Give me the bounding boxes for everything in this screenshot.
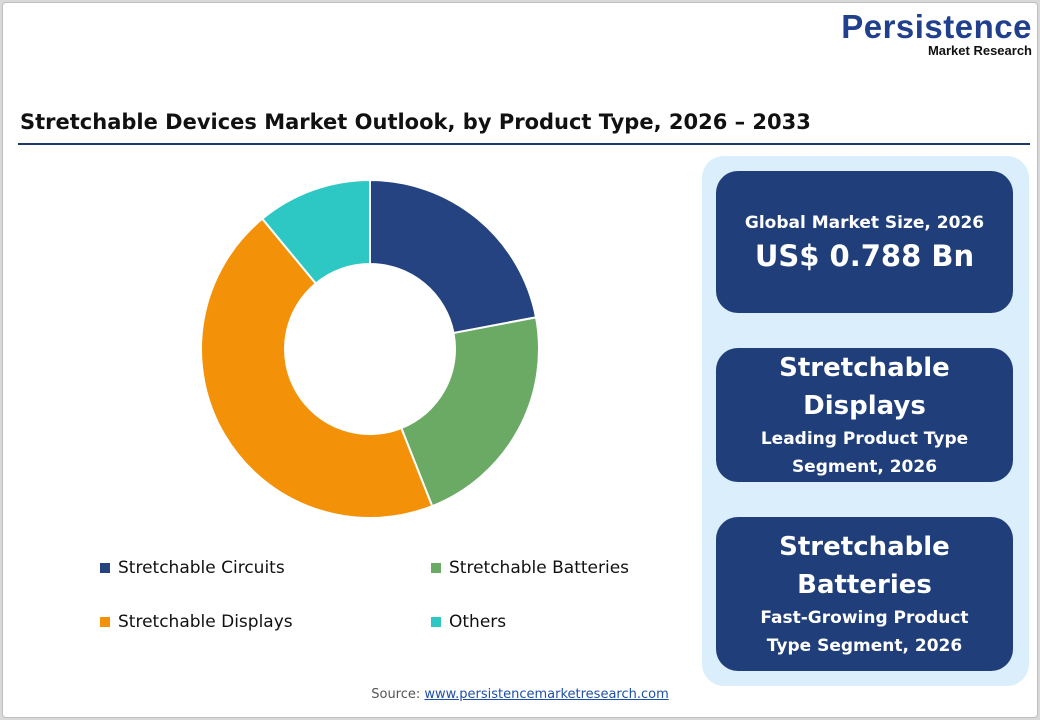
leading-segment-box: Stretchable Displays Leading Product Typ… — [716, 348, 1013, 482]
legend-item-displays: Stretchable Displays — [100, 612, 293, 632]
legend-item-batteries: Stretchable Batteries — [431, 558, 629, 578]
title-divider — [18, 143, 1030, 145]
market-size-value: US$ 0.788 Bn — [754, 239, 975, 273]
legend-swatch — [431, 563, 441, 573]
legend-item-others: Others — [431, 612, 506, 632]
donut-slice-stretchable-batteries — [399, 316, 540, 508]
logo-main-text: Persistence — [841, 8, 1032, 45]
legend-label: Stretchable Batteries — [449, 558, 630, 578]
donut-slice-others — [260, 178, 371, 285]
market-size-label: Global Market Size, 2026 — [744, 213, 985, 233]
source-link[interactable]: www.persistencemarketresearch.com — [424, 687, 669, 702]
legend-label: Others — [449, 612, 507, 632]
source-note: Source: www.persistencemarketresearch.co… — [0, 687, 1040, 702]
donut-slice-stretchable-circuits — [369, 178, 538, 335]
chart-title: Stretchable Devices Market Outlook, by P… — [20, 110, 811, 134]
market-size-box: Global Market Size, 2026 US$ 0.788 Bn — [716, 171, 1013, 313]
legend-label: Stretchable Circuits — [118, 558, 285, 578]
fast-growing-segment-name: Stretchable Batteries — [779, 532, 950, 600]
legend-swatch — [100, 617, 110, 627]
leading-segment-label: Leading Product Type Segment, 2026 — [760, 429, 969, 477]
fast-growing-segment-label: Fast-Growing Product Type Segment, 2026 — [760, 608, 969, 656]
logo-sub-text: Market Research — [927, 43, 1032, 58]
logo: Persistence Market Research — [828, 10, 1032, 58]
legend-item-circuits: Stretchable Circuits — [100, 558, 285, 578]
legend-label: Stretchable Displays — [118, 612, 293, 632]
source-label: Source: — [371, 687, 421, 702]
legend-swatch — [100, 563, 110, 573]
donut-slice-stretchable-displays — [199, 217, 434, 519]
leading-segment-name: Stretchable Displays — [779, 353, 950, 421]
fast-growing-segment-box: Stretchable Batteries Fast-Growing Produ… — [716, 517, 1013, 671]
legend-swatch — [431, 617, 441, 627]
